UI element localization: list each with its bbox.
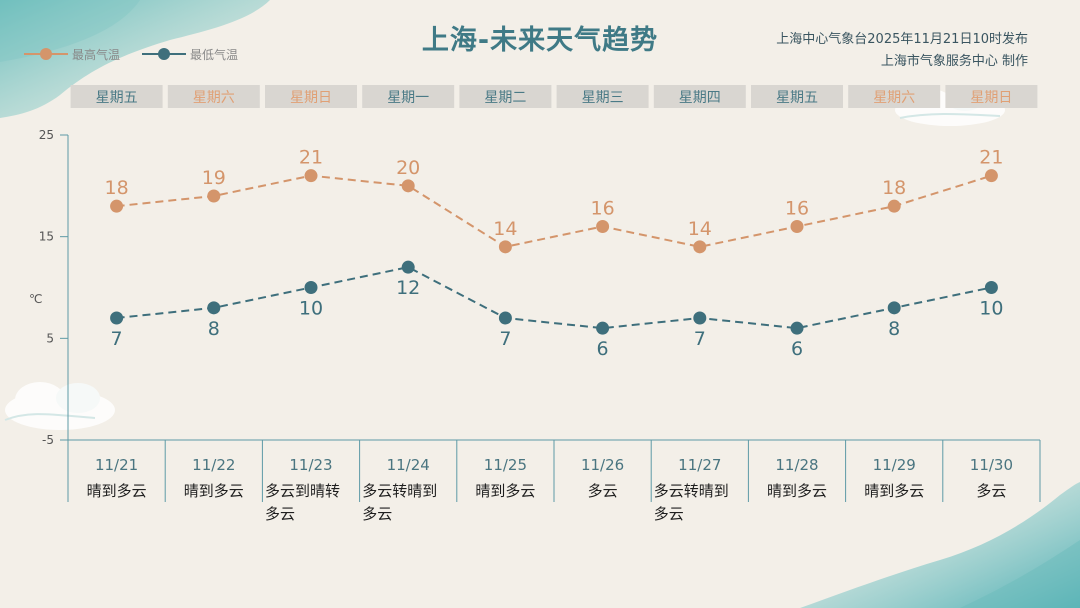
y-axis-unit: ℃ [29,292,42,306]
weather-text-8: 晴到多云 [864,482,924,500]
high-temp-value-2: 21 [299,147,323,169]
low-temp-point-4 [498,311,512,325]
low-temp-point-0 [110,311,124,325]
high-temp-point-7 [790,220,804,233]
publisher-line-2: 上海市气象服务中心 制作 [880,54,1028,69]
high-temp-value-6: 14 [688,218,712,240]
low-temp-point-8 [887,301,901,315]
weather-text-9: 多云 [976,482,1006,500]
weekday-label-8: 星期六 [873,90,915,106]
weekday-tab-9 [945,85,1038,108]
y-tick-label-5: 5 [46,331,54,345]
high-temp-point-4 [498,240,512,254]
y-tick-label--5: -5 [42,433,54,447]
weather-text-6-1: 多云 [654,505,684,523]
high-temp-value-5: 16 [591,198,615,220]
weather-text-5: 多云 [588,482,618,500]
high-temp-point-8 [887,199,901,213]
low-temp-point-3 [401,260,415,274]
high-temp-point-5 [596,220,610,233]
date-label-0: 11/21 [95,456,138,474]
weekday-label-5: 星期三 [582,90,624,106]
weather-text-2-1: 多云 [265,505,295,523]
date-label-5: 11/26 [581,456,624,474]
low-temp-value-6: 7 [694,328,706,350]
y-tick-label-25: 25 [39,128,54,142]
high-temp-value-0: 18 [105,177,129,199]
high-temp-value-7: 16 [785,198,809,220]
weekday-label-1: 星期六 [193,90,235,106]
weekday-tab-7 [751,85,843,108]
high-temp-value-1: 19 [202,167,226,189]
weekday-tab-2 [265,85,357,108]
weather-text-4: 晴到多云 [475,482,535,500]
date-label-1: 11/22 [192,456,235,474]
date-label-2: 11/23 [289,456,332,474]
date-label-4: 11/25 [484,456,527,474]
low-temp-point-9 [984,281,998,294]
date-label-8: 11/29 [873,456,916,474]
weekday-label-3: 星期一 [387,90,429,106]
weekday-label-9: 星期日 [970,90,1012,106]
weather-text-7: 晴到多云 [767,482,827,500]
date-label-7: 11/28 [775,456,818,474]
weekday-label-6: 星期四 [679,90,721,106]
low-temp-value-2: 10 [299,298,323,320]
high-temp-point-9 [984,169,998,183]
weekday-label-4: 星期二 [484,90,526,106]
y-tick-label-15: 15 [39,230,54,244]
legend-high-label: 最高气温 [72,48,121,62]
high-temp-value-8: 18 [882,177,906,199]
weather-text-3-1: 多云 [362,505,392,523]
low-temp-point-5 [596,321,610,335]
weather-text-1: 晴到多云 [184,482,244,500]
high-temp-point-2 [304,169,318,183]
weather-text-2-0: 多云到晴转 [265,482,340,500]
low-temp-line [116,266,992,330]
weather-text-0: 晴到多云 [87,482,147,500]
date-label-3: 11/24 [387,456,430,474]
low-temp-value-5: 6 [597,338,609,360]
weather-text-3-0: 多云转晴到 [362,482,437,500]
date-label-6: 11/27 [678,456,721,474]
weekday-tab-3 [362,85,455,108]
legend-low-icon [142,48,186,60]
low-temp-value-1: 8 [208,318,220,340]
weekday-label-2: 星期日 [290,90,332,106]
publisher-line-1: 上海中心气象台2025年11月21日10时发布 [776,32,1028,47]
high-temp-line [116,174,992,248]
high-temp-point-6 [693,240,707,254]
high-temp-value-3: 20 [396,157,420,179]
weekday-tab-0 [70,85,163,108]
weekday-tab-6 [653,85,746,108]
low-temp-point-7 [790,321,804,335]
low-temp-value-8: 8 [888,318,900,340]
weather-text-6-0: 多云转晴到 [654,482,729,500]
weekday-tab-4 [459,85,552,108]
page-title: 上海-未来天气趋势 [421,25,659,56]
high-temp-value-9: 21 [979,147,1003,169]
low-temp-point-2 [304,281,318,294]
low-temp-point-1 [207,301,221,315]
low-temp-value-0: 7 [111,328,123,350]
legend-low-label: 最低气温 [190,48,239,62]
weekday-label-7: 星期五 [776,90,818,106]
publisher-info: 上海中心气象台2025年11月21日10时发布 上海市气象服务中心 制作 [776,29,1028,73]
weekday-tab-8 [848,85,941,108]
low-temp-value-4: 7 [499,328,511,350]
low-temp-value-3: 12 [396,277,420,299]
weekday-tab-1 [167,85,260,108]
low-temp-value-7: 6 [791,338,803,360]
legend-high-icon [24,48,68,60]
low-temp-value-9: 10 [979,298,1003,320]
high-temp-point-1 [207,189,221,203]
date-label-9: 11/30 [970,456,1013,474]
high-temp-point-0 [110,199,124,213]
low-temp-point-6 [693,311,707,325]
high-temp-value-4: 14 [493,218,517,240]
high-temp-point-3 [401,179,415,193]
weekday-tab-5 [556,85,649,108]
weekday-label-0: 星期五 [96,90,138,106]
